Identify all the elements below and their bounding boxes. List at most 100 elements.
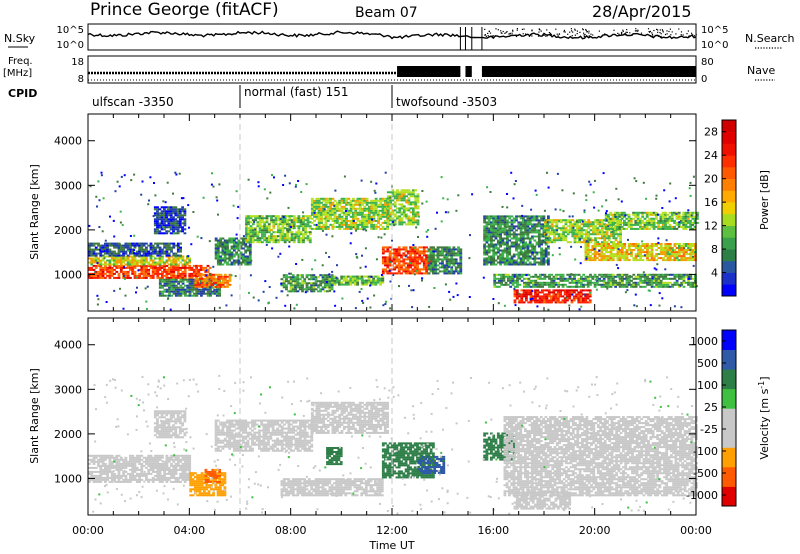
data-cell [598,255,601,258]
data-cell [546,239,550,242]
data-cell [485,259,489,262]
data-cell [292,227,296,230]
data-cell [594,231,597,234]
data-cell [329,209,332,212]
data-cell [104,248,107,251]
data-cell [277,241,280,244]
data-cell [92,259,96,262]
data-cell [533,261,537,264]
data-cell [117,261,121,264]
data-cell [666,251,670,254]
data-cell [485,217,489,220]
data-cell [522,243,525,246]
data-cell [156,222,159,225]
data-cell [457,262,460,265]
data-cell [165,272,169,275]
data-cell [179,257,182,260]
data-cell [294,276,297,279]
data-cell [117,244,121,247]
data-cell [169,210,173,213]
data-cell [503,231,507,234]
data-cell [117,276,121,279]
data-cell [416,248,419,251]
data-cell [409,264,412,267]
data-cell [533,257,537,260]
data-cell [126,272,130,275]
data-cell [625,259,629,262]
data-cell [230,253,234,256]
data-cell [138,252,141,255]
data-cell [365,215,369,218]
data-cell [620,215,624,218]
data-cell [607,227,610,230]
data-cell [151,270,155,273]
data-cell [214,257,218,260]
data-cell [379,197,383,200]
data-cell [331,223,335,226]
data-cell [593,259,597,262]
data-cell [210,275,214,278]
data-cell [552,275,556,278]
data-cell [528,241,532,244]
data-cell [506,215,509,218]
data-cell [550,233,554,236]
data-cell [296,286,300,289]
data-cell [174,294,178,297]
data-cell [315,207,319,210]
data-cell [285,284,288,287]
data-cell [397,264,401,267]
data-cell [117,274,121,277]
data-cell [267,215,271,218]
data-cell [313,203,316,206]
data-cell [566,221,570,224]
noise-search-point [651,33,654,35]
data-cell [199,275,202,278]
data-cell [219,275,223,278]
data-cell [560,219,563,222]
data-cell [145,272,148,275]
data-cell [402,270,406,273]
data-cell [610,235,613,238]
data-cell [614,239,618,242]
data-cell [546,231,550,234]
data-cell [181,282,185,285]
data-cell [657,221,660,224]
data-cell [365,221,369,224]
data-cell [179,278,183,281]
data-cell [522,289,526,292]
data-cell [550,277,554,280]
noise-search-point [538,28,540,30]
data-cell [126,270,130,273]
data-cell [286,233,289,236]
data-cell [511,283,515,286]
data-cell [616,223,619,226]
data-cell [634,257,638,260]
data-cell [313,207,316,210]
noise-search-point [666,33,668,35]
data-cell [124,270,128,273]
data-cell [183,214,187,217]
data-cell [630,249,633,251]
data-cell [680,245,684,247]
data-cell [607,217,610,220]
data-cell [218,290,221,293]
data-cell [512,221,516,224]
data-cell [156,212,159,215]
data-cell [517,215,521,218]
data-cell [190,294,194,297]
data-cell [506,221,509,224]
data-cell [160,228,164,231]
data-cell [326,227,330,230]
data-cell [349,281,353,284]
data-cell [119,244,123,247]
data-cell [506,235,509,238]
data-cell [544,259,548,262]
data-cell [310,203,314,206]
data-cell [272,235,276,238]
data-cell [536,281,540,284]
data-cell [247,235,251,238]
data-cell [598,243,601,245]
data-cell [249,237,253,240]
data-cell [429,250,433,253]
data-cell [124,246,128,249]
